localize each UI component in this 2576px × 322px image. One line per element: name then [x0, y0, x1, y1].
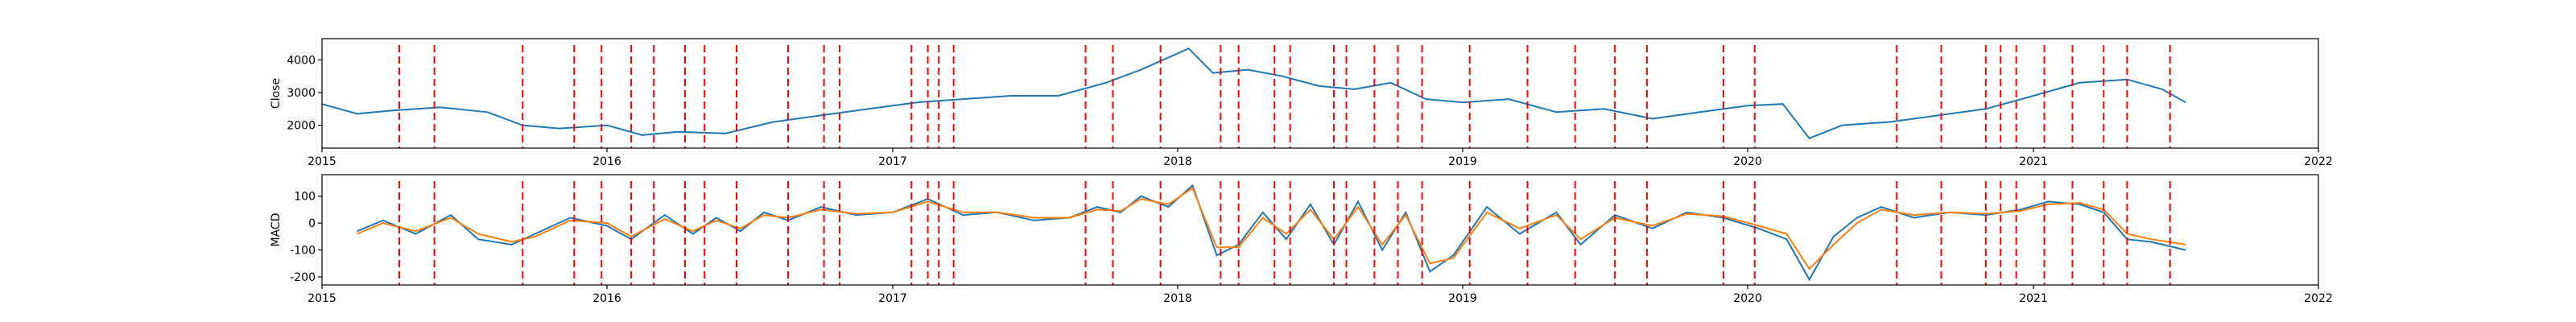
macd-x-tick-label: 2018 [1163, 292, 1192, 305]
close-y-tick-label: 4000 [287, 54, 316, 67]
close-x-tick-label: 2021 [2019, 155, 2048, 168]
macd-x-tick-label: 2016 [592, 292, 621, 305]
macd-x-tick-label: 2017 [878, 292, 907, 305]
macd-y-tick-label: -100 [290, 245, 316, 258]
close-price-panel: 2015 2016 2017 2018 2019 2020 2021 2022 2000 3000… [270, 38, 2333, 168]
macd-axes-frame [321, 174, 2319, 286]
macd-series-line-2 [357, 187, 2186, 270]
macd-plot-area [357, 181, 2186, 285]
close-x-tick-label: 2019 [1448, 155, 1477, 168]
macd-panel: 2015 2016 2017 2018 2019 2020 2021 2022 -200 -100… [270, 174, 2333, 305]
close-plot-area [322, 45, 2186, 148]
close-series-line-1 [322, 47, 2186, 140]
close-y-tick-label: 3000 [287, 87, 316, 100]
macd-x-tick-label: 2021 [2019, 292, 2048, 305]
close-x-tick-label: 2017 [878, 155, 907, 168]
close-x-tick-label: 2018 [1163, 155, 1192, 168]
macd-y-tick-label: 0 [308, 217, 316, 230]
close-axes-frame [321, 38, 2319, 149]
close-x-tick-label: 2022 [2304, 155, 2333, 168]
close-y-axis-label: Close [270, 78, 283, 109]
macd-x-tick-label: 2015 [308, 292, 336, 305]
close-x-tick-label: 2015 [308, 155, 336, 168]
macd-y-tick-label: 100 [294, 191, 316, 204]
macd-x-tick-label: 2019 [1448, 292, 1477, 305]
macd-x-tick-label: 2022 [2304, 292, 2333, 305]
close-x-tick-label: 2020 [1733, 155, 1762, 168]
macd-y-axis-label: MACD [270, 213, 283, 247]
macd-y-tick-label: -200 [290, 271, 316, 284]
close-x-tick-label: 2016 [592, 155, 621, 168]
close-y-tick-label: 2000 [287, 120, 316, 133]
macd-x-tick-label: 2020 [1733, 292, 1762, 305]
